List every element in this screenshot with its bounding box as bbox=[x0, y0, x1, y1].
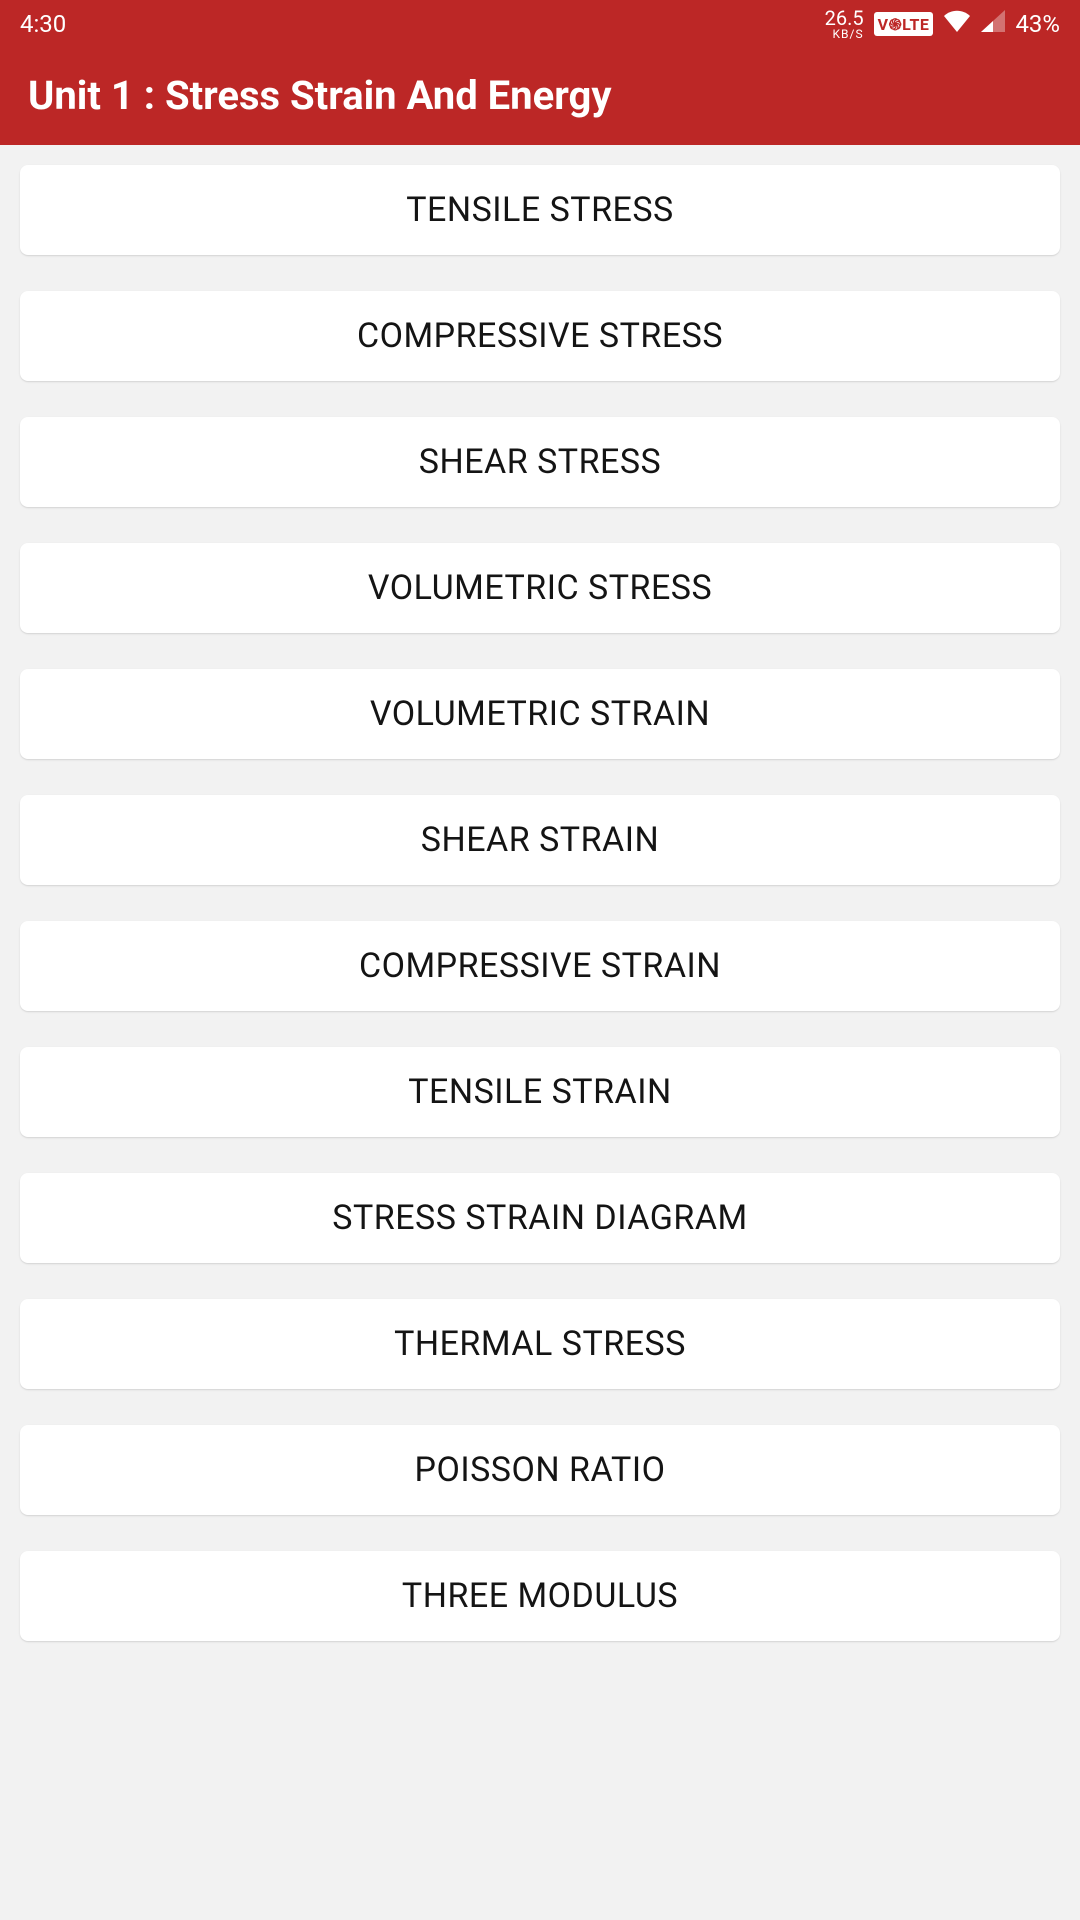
data-speed-value: 26.5 bbox=[825, 8, 864, 28]
list-item[interactable]: VOLUMETRIC STRESS bbox=[20, 543, 1060, 633]
list-item-label: THERMAL STRESS bbox=[394, 1324, 686, 1364]
list-item[interactable]: TENSILE STRAIN bbox=[20, 1047, 1060, 1137]
list-item-label: STRESS STRAIN DIAGRAM bbox=[332, 1198, 747, 1238]
topics-list: TENSILE STRESS COMPRESSIVE STRESS SHEAR … bbox=[0, 145, 1080, 1661]
list-item[interactable]: POISSON RATIO bbox=[20, 1425, 1060, 1515]
status-bar: 4:30 26.5 KB/S V֍LTE 43% bbox=[0, 0, 1080, 48]
list-item-label: SHEAR STRAIN bbox=[421, 820, 659, 860]
list-item-label: TENSILE STRESS bbox=[406, 190, 674, 230]
page-title: Unit 1 : Stress Strain And Energy bbox=[28, 72, 611, 119]
list-item[interactable]: COMPRESSIVE STRESS bbox=[20, 291, 1060, 381]
battery-level: 43% bbox=[1015, 10, 1060, 38]
list-item-label: COMPRESSIVE STRESS bbox=[357, 316, 723, 356]
list-item-label: COMPRESSIVE STRAIN bbox=[359, 946, 721, 986]
list-item-label: THREE MODULUS bbox=[402, 1576, 678, 1616]
status-time: 4:30 bbox=[20, 10, 66, 38]
list-item[interactable]: SHEAR STRESS bbox=[20, 417, 1060, 507]
list-item-label: TENSILE STRAIN bbox=[408, 1072, 671, 1112]
data-speed: 26.5 KB/S bbox=[825, 8, 864, 40]
list-item[interactable]: THREE MODULUS bbox=[20, 1551, 1060, 1641]
list-item[interactable]: TENSILE STRESS bbox=[20, 165, 1060, 255]
list-item-label: VOLUMETRIC STRESS bbox=[368, 568, 712, 608]
list-item-label: SHEAR STRESS bbox=[419, 442, 661, 482]
list-item[interactable]: SHEAR STRAIN bbox=[20, 795, 1060, 885]
app-bar: Unit 1 : Stress Strain And Energy bbox=[0, 48, 1080, 145]
wifi-icon bbox=[943, 10, 971, 38]
list-item[interactable]: COMPRESSIVE STRAIN bbox=[20, 921, 1060, 1011]
list-item[interactable]: THERMAL STRESS bbox=[20, 1299, 1060, 1389]
cell-signal-icon bbox=[981, 10, 1005, 38]
volte-badge: V֍LTE bbox=[874, 12, 934, 36]
data-speed-unit: KB/S bbox=[833, 28, 864, 40]
list-item-label: POISSON RATIO bbox=[415, 1450, 666, 1490]
list-item-label: VOLUMETRIC STRAIN bbox=[370, 694, 710, 734]
status-right: 26.5 KB/S V֍LTE 43% bbox=[825, 8, 1060, 40]
list-item[interactable]: VOLUMETRIC STRAIN bbox=[20, 669, 1060, 759]
list-item[interactable]: STRESS STRAIN DIAGRAM bbox=[20, 1173, 1060, 1263]
